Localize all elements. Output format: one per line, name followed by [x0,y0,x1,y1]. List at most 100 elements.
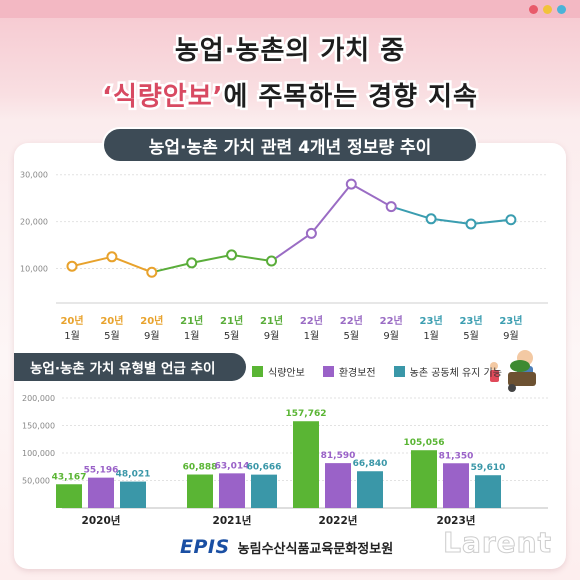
child-head-icon [490,362,498,370]
bar-chart-y-tick: 50,000 [22,477,50,486]
bar-value-label: 66,840 [353,459,388,469]
line-chart-x-year: 22년 [380,314,403,327]
bar-chart-legend: 식량안보 환경보전 농촌 공동체 유지 기능 [252,364,502,379]
line-chart-x-year: 23년 [499,314,522,327]
window-bar [0,0,580,18]
red-dot-icon [529,5,538,14]
line-segment [470,218,512,225]
line-chart-x-month: 1월 [184,330,200,342]
line-chart-x-month: 1월 [64,330,80,342]
bar-chart-y-tick: 150,000 [22,422,55,431]
line-chart-x-year: 21년 [180,314,203,327]
line-chart-y-tick: 10,000 [20,265,48,274]
legend-swatch-food-security [252,366,263,377]
bar-environment [325,463,351,508]
line-segment [270,232,312,262]
line-chart-x-month: 9월 [383,330,399,342]
bar-value-label: 157,762 [286,409,327,419]
epis-logo: EPIS [180,536,230,558]
line-segment [430,217,472,225]
line-chart-x-year: 23년 [459,314,482,327]
line-chart-x-month: 9월 [144,330,160,342]
line-chart-x-year: 23년 [420,314,443,327]
bar-chart-category-label: 2020년 [82,514,121,527]
line-chart-x-month: 9월 [264,330,280,342]
legend-item-food-security: 식량안보 [252,364,305,379]
watermark: Larent [443,526,552,560]
line-chart-y-tick: 30,000 [20,171,48,180]
bar-community [120,481,146,508]
bar-value-label: 48,021 [116,470,151,480]
line-point [465,218,477,230]
line-segment [111,255,153,274]
bar-value-label: 105,056 [404,438,445,448]
line-point [106,251,118,263]
bar-environment [219,473,245,508]
line-segment [390,205,432,220]
line-chart-x-year: 21년 [220,314,243,327]
line-chart-x-year: 22년 [340,314,363,327]
bar-value-label: 81,350 [439,451,474,461]
line-point [305,227,317,239]
line-chart-x-month: 5월 [463,330,479,342]
title-rest: 에 주목하는 경향 지속 [221,80,479,115]
bar-value-label: 59,610 [471,463,506,473]
line-point [345,178,357,190]
legend-swatch-environment [322,366,334,377]
page-title-line2: ‘식량안보’에 주목하는 경향 지속 [0,76,580,115]
bar-chart-category-label: 2021년 [213,514,252,527]
line-point [186,257,198,269]
line-chart-x-month: 1월 [304,330,320,342]
bar-environment [443,463,469,508]
page-title-line1: 농업·농촌의 가치 중 [172,34,406,69]
bar-food-security [411,450,437,508]
line-segment [310,183,353,234]
line-segment [151,261,192,274]
line-point [385,201,397,213]
bar-value-label: 81,590 [321,451,356,461]
line-chart-title: 농업·농촌 가치 관련 4개년 정보량 추이 [102,127,478,163]
child-body-icon [490,370,499,382]
legend-label-community: 농촌 공동체 유지 기능 [409,368,502,379]
wheel-icon [508,384,516,392]
line-segment [231,253,272,263]
line-chart-x-year: 21년 [260,314,283,327]
line-chart-x-month: 5월 [224,330,240,342]
line-point [66,260,78,272]
bar-chart-y-tick: 200,000 [22,394,55,403]
window-dots [529,5,566,14]
organization-name: 농림수산식품교육문화정보원 [237,541,394,557]
bar-chart-title: 농업·농촌 가치 유형별 언급 추이 [14,353,246,381]
bar-value-label: 55,196 [84,466,119,476]
line-point [266,255,277,267]
line-point [146,266,158,278]
wheelbarrow-icon [508,372,536,386]
line-point [505,214,517,226]
footer: EPIS 농림수산식품교육문화정보원 [180,536,393,558]
line-segment [191,253,232,264]
legend-swatch-community [393,366,405,377]
bar-chart-y-tick: 100,000 [22,449,55,458]
legend-item-environment: 환경보전 [322,364,376,379]
bar-value-label: 60,888 [183,463,218,473]
bar-community [357,471,383,508]
line-chart-x-year: 20년 [140,314,163,327]
bar-food-security [187,474,213,508]
bar-environment [88,477,114,508]
line-point [425,213,437,225]
line-chart-x-month: 1월 [423,330,439,342]
title-highlight: ‘식량안보’ [100,80,225,115]
bar-value-label: 43,167 [52,472,87,482]
line-chart-x-month: 5월 [344,330,360,342]
line-segment [71,255,113,268]
line-point [226,249,238,261]
bar-chart-category-label: 2022년 [319,514,358,527]
bar-community [251,474,277,508]
line-chart-x-month: 9월 [503,330,519,342]
vegetables-icon [510,360,530,372]
bar-value-label: 63,014 [215,461,250,471]
line-chart-x-year: 20년 [60,314,83,327]
line-chart-y-tick: 20,000 [20,218,48,227]
legend-item-community: 농촌 공동체 유지 기능 [393,364,502,379]
